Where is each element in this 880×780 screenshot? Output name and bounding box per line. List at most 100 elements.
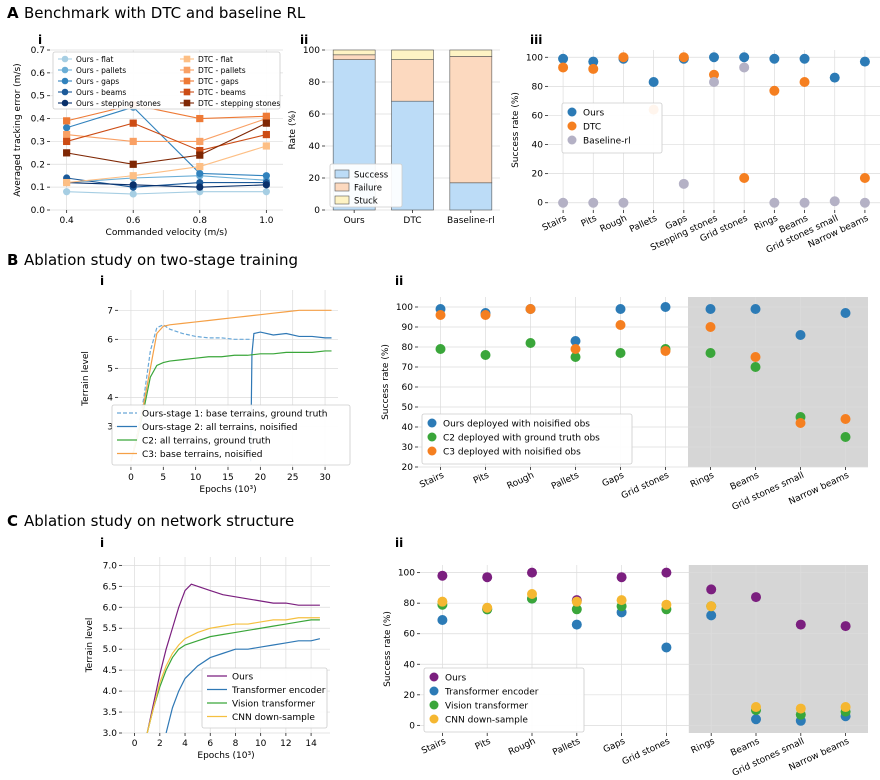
- panel-label-Aii: ii: [300, 33, 308, 47]
- bar-failure: [449, 56, 493, 184]
- data-point-baseline-rl: [709, 77, 719, 87]
- data-point-ours: [709, 52, 719, 63]
- Aii-ytick-label: 40: [309, 142, 321, 152]
- Cii-ylabel: Success rate (%): [383, 611, 393, 687]
- data-point-baseline-rl: [769, 197, 780, 208]
- Aii-ytick-label: 0: [314, 206, 320, 216]
- legend-marker: [429, 714, 439, 724]
- Ci-ytick-label: 5.5: [103, 624, 117, 634]
- legend-marker: [427, 418, 437, 428]
- Bii-xtick-label: Beams: [729, 471, 761, 493]
- Bi-ytick-label: 6: [107, 335, 113, 345]
- panel-label-Bii: ii: [395, 274, 403, 288]
- Cii-xtick-label: Rings: [690, 737, 717, 757]
- Aiii-xtick-label: Pits: [580, 214, 599, 230]
- data-point-c3-deployed-with-noisified-obs: [705, 322, 716, 332]
- legend-box: [201, 667, 328, 729]
- data-point-ours: [527, 567, 537, 578]
- data-point-transformer-encoder: [437, 614, 448, 625]
- Aii-ytick-label: 20: [309, 174, 321, 184]
- legend-marker: [61, 77, 69, 85]
- Aiii-xtick-label: Rings: [753, 214, 780, 234]
- Ai-ytick-label: 0.6: [31, 69, 46, 79]
- series-line-vision-transformer: [146, 619, 320, 733]
- Bii-xtick-label: Stairs: [418, 471, 446, 491]
- Aii-ytick-label: 80: [309, 78, 321, 88]
- Ci-ytick-label: 7.0: [103, 561, 118, 571]
- section-letter-C: C: [7, 512, 18, 530]
- data-point-dtc: [678, 52, 689, 63]
- Bii-xtick-label: Grid stones: [620, 471, 671, 502]
- data-point: [196, 146, 204, 155]
- Ci-xtick-label: 6: [207, 739, 213, 749]
- legend-marker: [567, 135, 577, 145]
- Cii-ytick-label: 80: [404, 599, 416, 609]
- data-point-cnn-down-sample: [482, 602, 493, 613]
- data-point-cnn-down-sample: [840, 702, 851, 713]
- data-point-cnn-down-sample: [751, 702, 761, 713]
- series-line-dtc---flat: [66, 145, 267, 184]
- legend-label: Ours: [583, 109, 604, 119]
- Ai-xtick-label: 1.0: [259, 216, 274, 226]
- Bi-ylabel: Terrain level: [81, 351, 91, 407]
- legend-box: [52, 51, 281, 110]
- legend-marker: [61, 99, 69, 107]
- data-point-cnn-down-sample: [706, 601, 717, 612]
- Aiii-ytick-label: 0: [537, 199, 543, 209]
- Ci-ytick-label: 3.0: [103, 729, 118, 739]
- legend-label: C2: all terrains, ground truth: [142, 437, 271, 447]
- chart-Aiii: iii 0 20 40 60 80 100 Success rate (%) Stairs Pit…: [511, 33, 880, 256]
- data-point-ours: [616, 572, 627, 583]
- data-point-c3-deployed-with-noisified-obs: [435, 310, 446, 320]
- Bii-xtick-label: Rough: [506, 471, 536, 492]
- Ci-xtick-label: 8: [233, 739, 239, 749]
- data-point-vision-transformer: [571, 604, 582, 615]
- legend-marker: [183, 88, 191, 96]
- Bi-xtick-label: 30: [319, 473, 331, 483]
- legend-label: Ours - beams: [76, 88, 126, 97]
- Ai-ytick-label: 0.2: [31, 160, 45, 170]
- legend-label: Ours - gaps: [76, 77, 119, 86]
- Bii-xtick-label: Gaps: [601, 471, 626, 490]
- legend-box: [423, 667, 585, 733]
- legend-label: C3: base terrains, noisified: [142, 450, 262, 460]
- legend-label: Ours-stage 1: base terrains, ground trut…: [142, 410, 328, 420]
- series-line-dtc---gaps: [66, 104, 267, 122]
- series-line-dtc---pallets: [66, 118, 267, 142]
- Bii-shaded-region: [688, 297, 868, 467]
- Aiii-xtick-label: Rough: [599, 214, 629, 235]
- bar-stuck: [449, 49, 493, 57]
- data-point-dtc: [588, 63, 599, 74]
- data-point-transformer-encoder: [571, 619, 582, 630]
- legend-label: CNN down-sample: [445, 716, 528, 726]
- Ci-xtick-label: 0: [132, 739, 138, 749]
- data-point-ours: [795, 619, 806, 630]
- series-line-dtc---beams: [66, 122, 267, 152]
- legend-label: Ours - flat: [76, 55, 113, 64]
- data-point: [129, 137, 137, 146]
- Bii-ytick-label: 80: [402, 343, 414, 353]
- data-point-cnn-down-sample: [661, 599, 672, 610]
- data-point-c2-deployed-with-ground-truth-obs: [525, 338, 536, 348]
- Ci-xtick-label: 10: [255, 739, 267, 749]
- legend-marker: [61, 88, 69, 96]
- data-point: [196, 151, 204, 159]
- Aii-xtick-label: Baseline-rl: [447, 216, 495, 226]
- section-title-A: Benchmark with DTC and baseline RL: [24, 4, 306, 22]
- Cii-shaded-region: [688, 565, 868, 733]
- Ai-ytick-label: 0.1: [31, 183, 45, 193]
- series-line-dtc---stepping-stones: [66, 122, 267, 165]
- data-point: [262, 181, 270, 189]
- panel-label-Aiii: iii: [530, 33, 542, 47]
- legend-label: Vision transformer: [445, 702, 528, 712]
- legend-box: [561, 102, 663, 154]
- Aiii-xtick-label: Stairs: [541, 214, 569, 234]
- bar-failure: [332, 54, 376, 60]
- Cii-xtick-label: Gaps: [602, 737, 627, 756]
- data-point: [262, 188, 270, 196]
- chart-Bii: ii 20 30 40 50 60 70 80 90 100 Success rate (%) Sta…: [381, 274, 868, 513]
- data-point-ours: [482, 572, 493, 583]
- Cii-xtick-label: Pits: [474, 737, 493, 753]
- legend-label: DTC - flat: [198, 55, 233, 64]
- data-point-cnn-down-sample: [616, 595, 627, 606]
